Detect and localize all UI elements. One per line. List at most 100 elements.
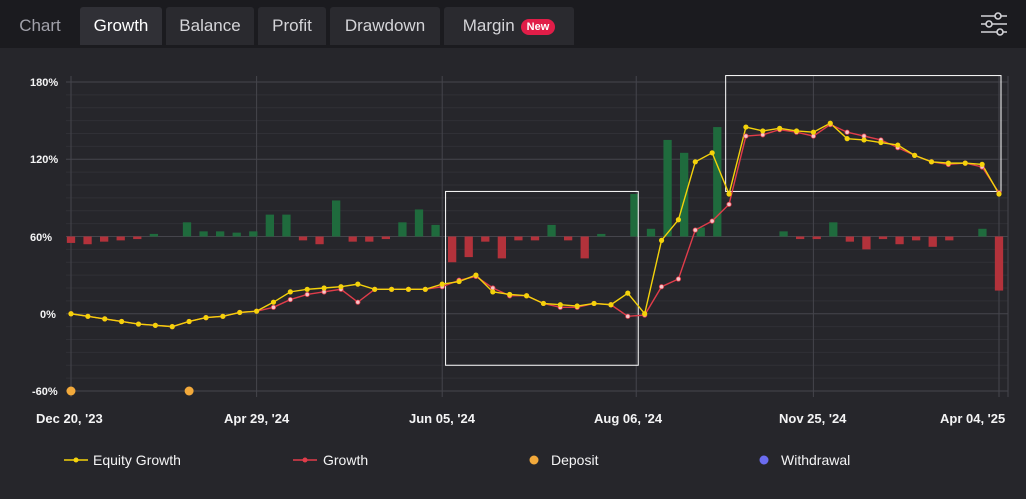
growth-point: [692, 227, 698, 233]
x-tick: Jun 05, '24: [409, 411, 476, 426]
bar-negative: [862, 236, 871, 250]
bar-negative: [812, 236, 821, 240]
bar-negative: [315, 236, 324, 245]
equity-growth-point: [422, 286, 428, 292]
bar-negative: [66, 236, 76, 243]
equity-growth-point: [254, 308, 260, 314]
tab-growth[interactable]: Growth: [80, 7, 162, 45]
bar-negative: [912, 236, 921, 241]
equity-growth-point: [102, 316, 108, 322]
equity-growth-point: [186, 318, 192, 325]
bar-positive: [978, 228, 987, 237]
y-tick: -60%: [32, 386, 58, 398]
x-tick: Apr 04, '25: [940, 411, 1005, 426]
equity-growth-point: [793, 128, 800, 134]
bar-negative: [365, 236, 374, 242]
tab-drawdown[interactable]: Drawdown: [330, 7, 440, 45]
equity-growth-point: [456, 278, 462, 285]
bar-positive: [332, 200, 341, 237]
bar-positive: [663, 139, 672, 237]
legend-label: Deposit: [551, 452, 599, 468]
growth-point: [726, 201, 732, 207]
bar-positive: [680, 152, 689, 237]
tab-profit[interactable]: Profit: [258, 7, 326, 45]
bar-positive: [265, 214, 274, 237]
bar-negative: [564, 236, 573, 241]
tab-margin[interactable]: Margin New: [444, 7, 574, 45]
equity-growth-point: [979, 161, 985, 167]
legend-item-equity-growth[interactable]: Equity Growth: [64, 452, 181, 468]
settings-button[interactable]: [978, 11, 1010, 37]
bar-negative: [83, 236, 92, 245]
bar-negative: [348, 236, 357, 242]
legend-item-deposit[interactable]: Deposit: [529, 452, 599, 468]
bar-positive: [249, 231, 258, 237]
growth-point: [304, 291, 310, 298]
equity-growth-point: [625, 290, 631, 296]
equity-growth-point: [304, 286, 310, 292]
growth-point: [625, 313, 631, 319]
deposit-point: [184, 386, 194, 396]
equity-growth-point: [439, 281, 445, 287]
new-badge: New: [520, 19, 556, 35]
bar-negative: [100, 236, 109, 242]
equity-growth-point: [169, 324, 175, 330]
bar-positive: [829, 222, 838, 237]
series-lines: [70, 122, 1000, 328]
x-tick: Apr 29, '24: [224, 411, 290, 426]
x-tick: Aug 06, '24: [594, 411, 663, 426]
bar-negative: [298, 236, 308, 241]
bar-negative: [464, 236, 473, 258]
y-tick: 180%: [30, 77, 58, 89]
tab-bar: Chart Growth Balance Profit Drawdown Mar…: [0, 0, 1026, 48]
bar-negative: [514, 236, 523, 241]
bar-positive: [431, 224, 440, 237]
equity-growth-point: [355, 281, 361, 287]
deposit-point: [66, 386, 76, 396]
equity-growth-point: [388, 286, 395, 292]
legend-item-growth[interactable]: Growth: [293, 452, 368, 468]
tab-balance[interactable]: Balance: [166, 7, 254, 45]
highlight-box: [725, 75, 1002, 192]
bar-negative: [497, 236, 506, 259]
equity-growth-point: [726, 191, 732, 197]
equity-growth-point: [372, 286, 378, 292]
tab-margin-label: Margin: [462, 16, 515, 35]
bar-negative: [530, 236, 540, 241]
equity-growth-point: [608, 302, 614, 308]
equity-growth-point: [760, 128, 766, 134]
equity-growth-point: [85, 313, 91, 319]
bar-negative: [116, 236, 125, 241]
bar-positive: [597, 233, 606, 237]
equity-growth-point: [287, 289, 293, 295]
growth-point: [355, 299, 361, 305]
y-tick: 60%: [30, 232, 52, 244]
equity-growth-point: [405, 286, 412, 292]
equity-growth-point: [119, 318, 125, 325]
bar-positive: [232, 232, 241, 237]
equity-growth-point: [321, 285, 327, 291]
equity-growth-point: [338, 284, 344, 290]
equity-growth-point: [692, 159, 698, 165]
equity-growth-point: [490, 289, 496, 295]
equity-growth-point: [810, 129, 817, 135]
tab-chart[interactable]: Chart: [19, 16, 61, 35]
bar-positive: [149, 233, 158, 237]
growth-point: [844, 129, 850, 135]
highlight-boxes: [445, 75, 1002, 366]
legend-label: Growth: [323, 452, 368, 468]
bar-negative: [895, 236, 904, 245]
bar-negative: [580, 236, 589, 259]
equity-growth-point: [658, 237, 665, 243]
equity-growth-point: [135, 321, 142, 327]
equity-growth-point: [68, 311, 74, 317]
legend-item-withdrawal[interactable]: Withdrawal: [759, 452, 851, 468]
equity-growth-point: [203, 315, 209, 321]
legend-label: Withdrawal: [781, 452, 850, 468]
equity-growth-point: [473, 272, 479, 278]
equity-growth-point: [962, 160, 968, 166]
bar-positive: [398, 222, 407, 237]
legend-label: Equity Growth: [93, 452, 181, 468]
bar-negative: [481, 236, 490, 242]
